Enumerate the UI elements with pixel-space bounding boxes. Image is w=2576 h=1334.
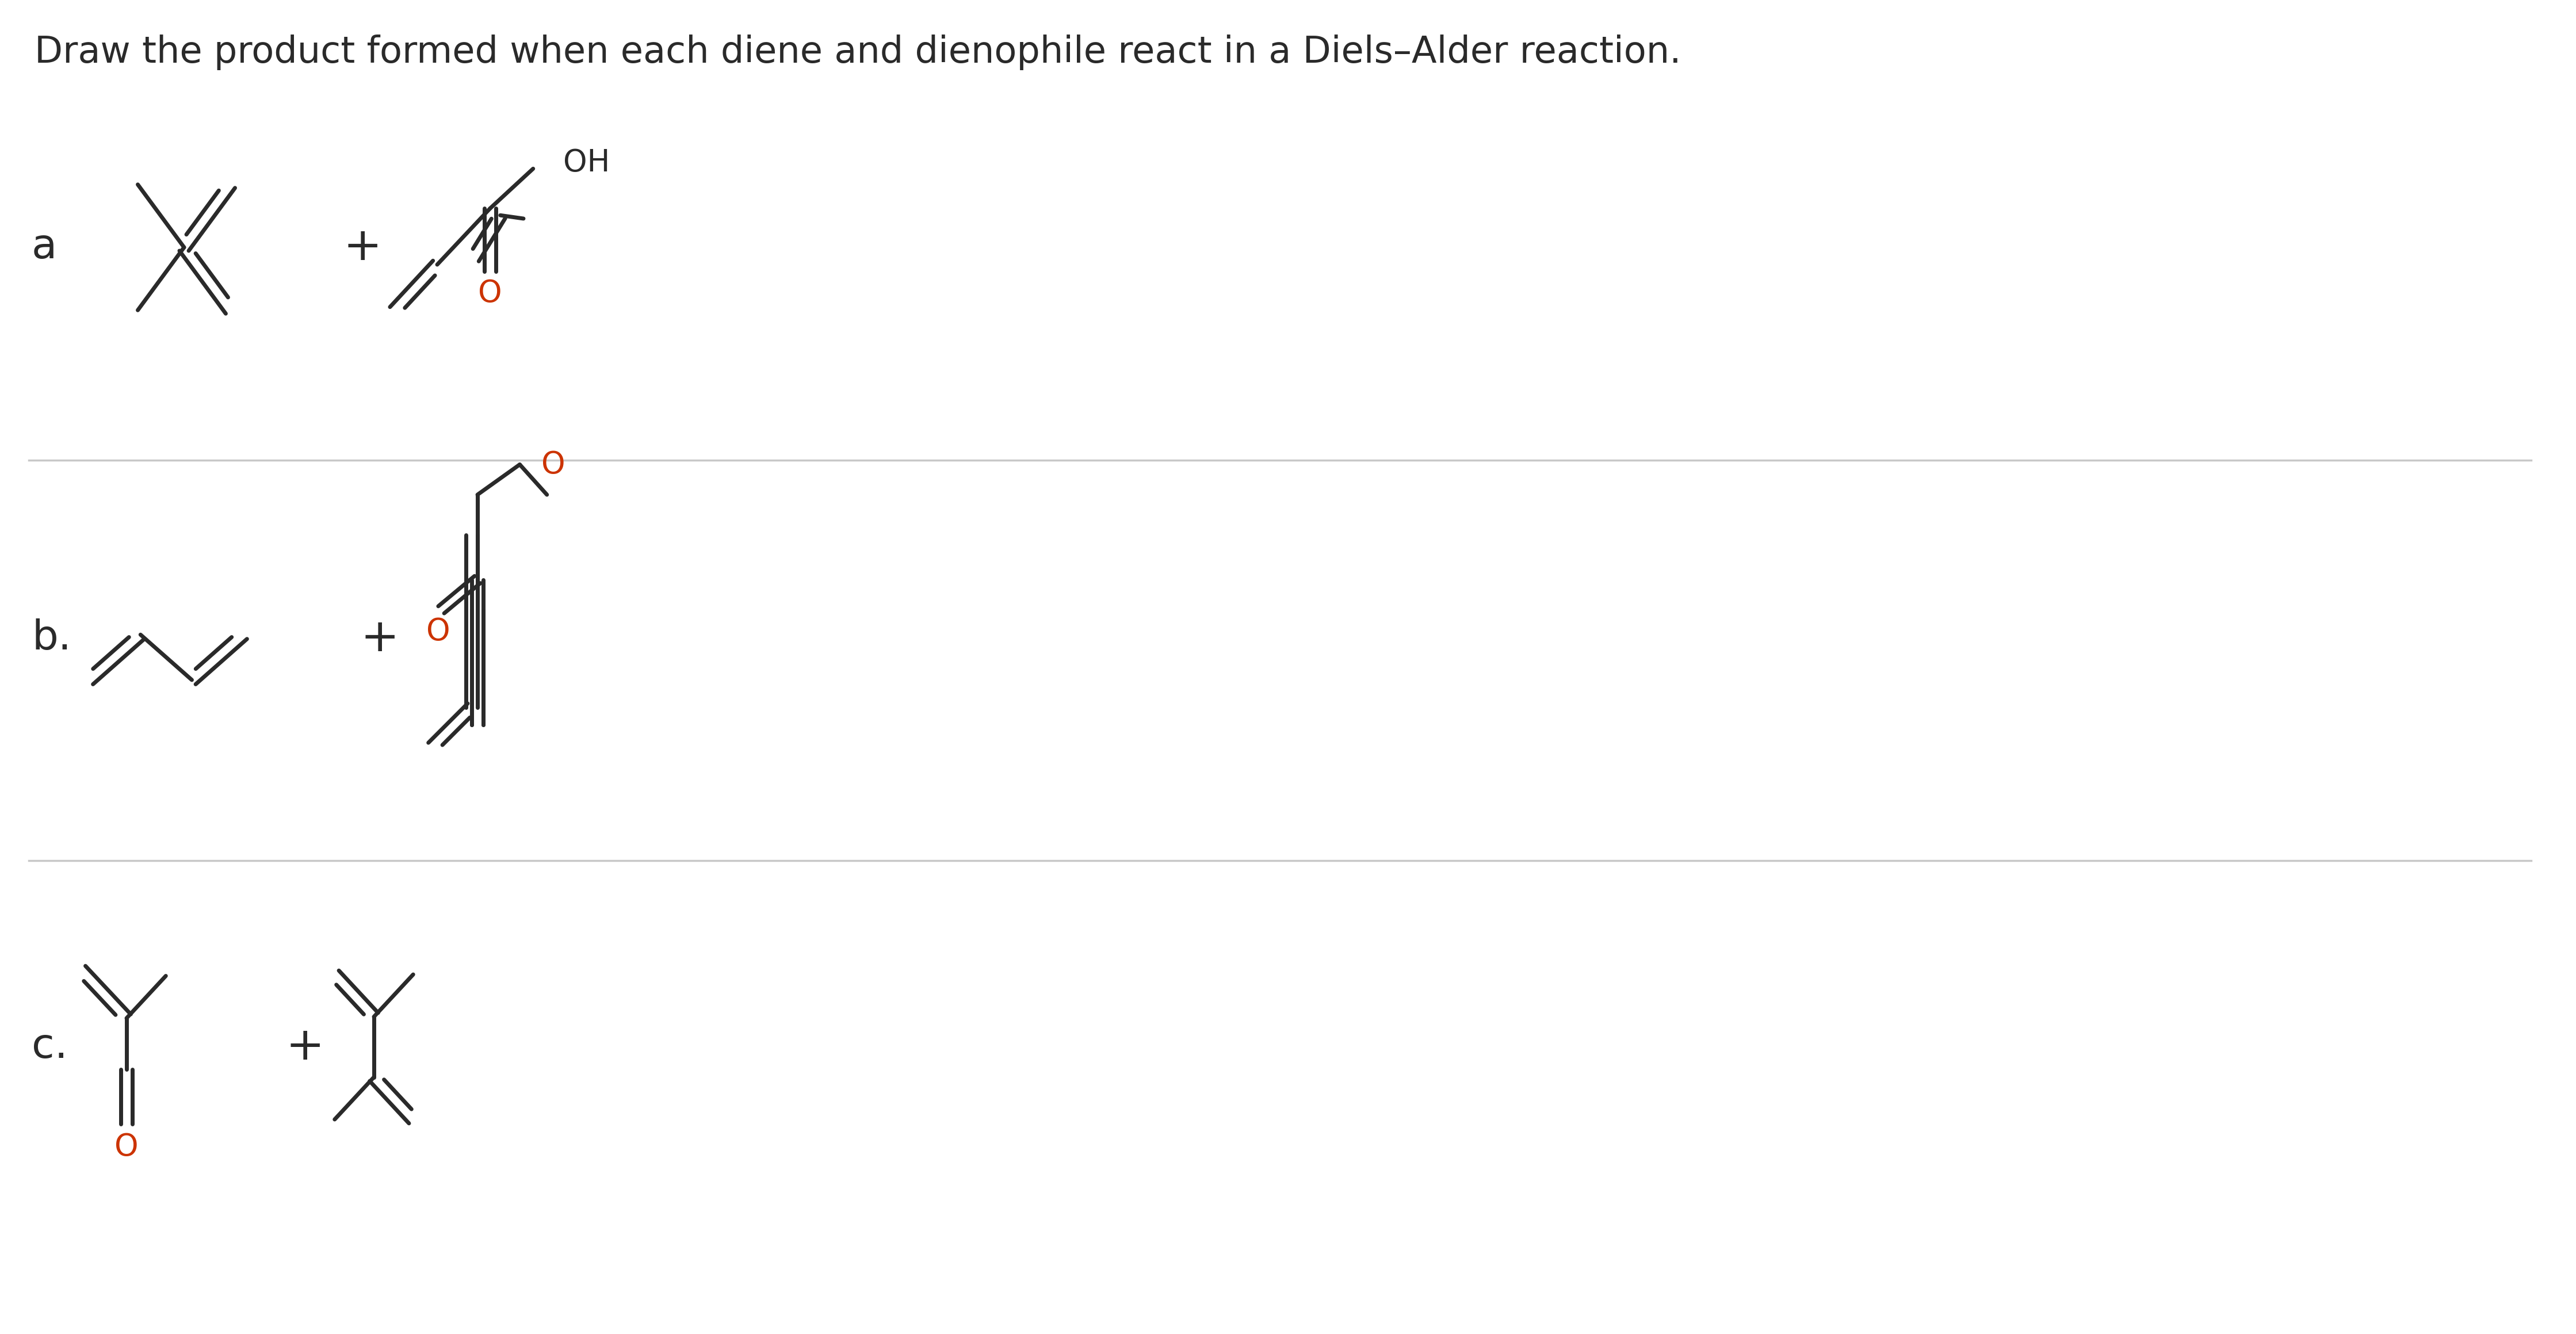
- Text: O: O: [428, 616, 451, 647]
- Text: a: a: [31, 228, 57, 267]
- Text: +: +: [343, 225, 381, 269]
- Text: b.: b.: [31, 619, 72, 659]
- Text: O: O: [541, 450, 567, 479]
- Text: OH: OH: [564, 148, 611, 177]
- Text: +: +: [286, 1025, 325, 1070]
- Text: Draw the product formed when each diene and dienophile react in a Diels–Alder re: Draw the product formed when each diene …: [33, 35, 1682, 71]
- Text: O: O: [479, 277, 502, 308]
- Text: +: +: [361, 616, 399, 660]
- Text: c.: c.: [31, 1027, 67, 1067]
- Text: O: O: [113, 1133, 139, 1162]
